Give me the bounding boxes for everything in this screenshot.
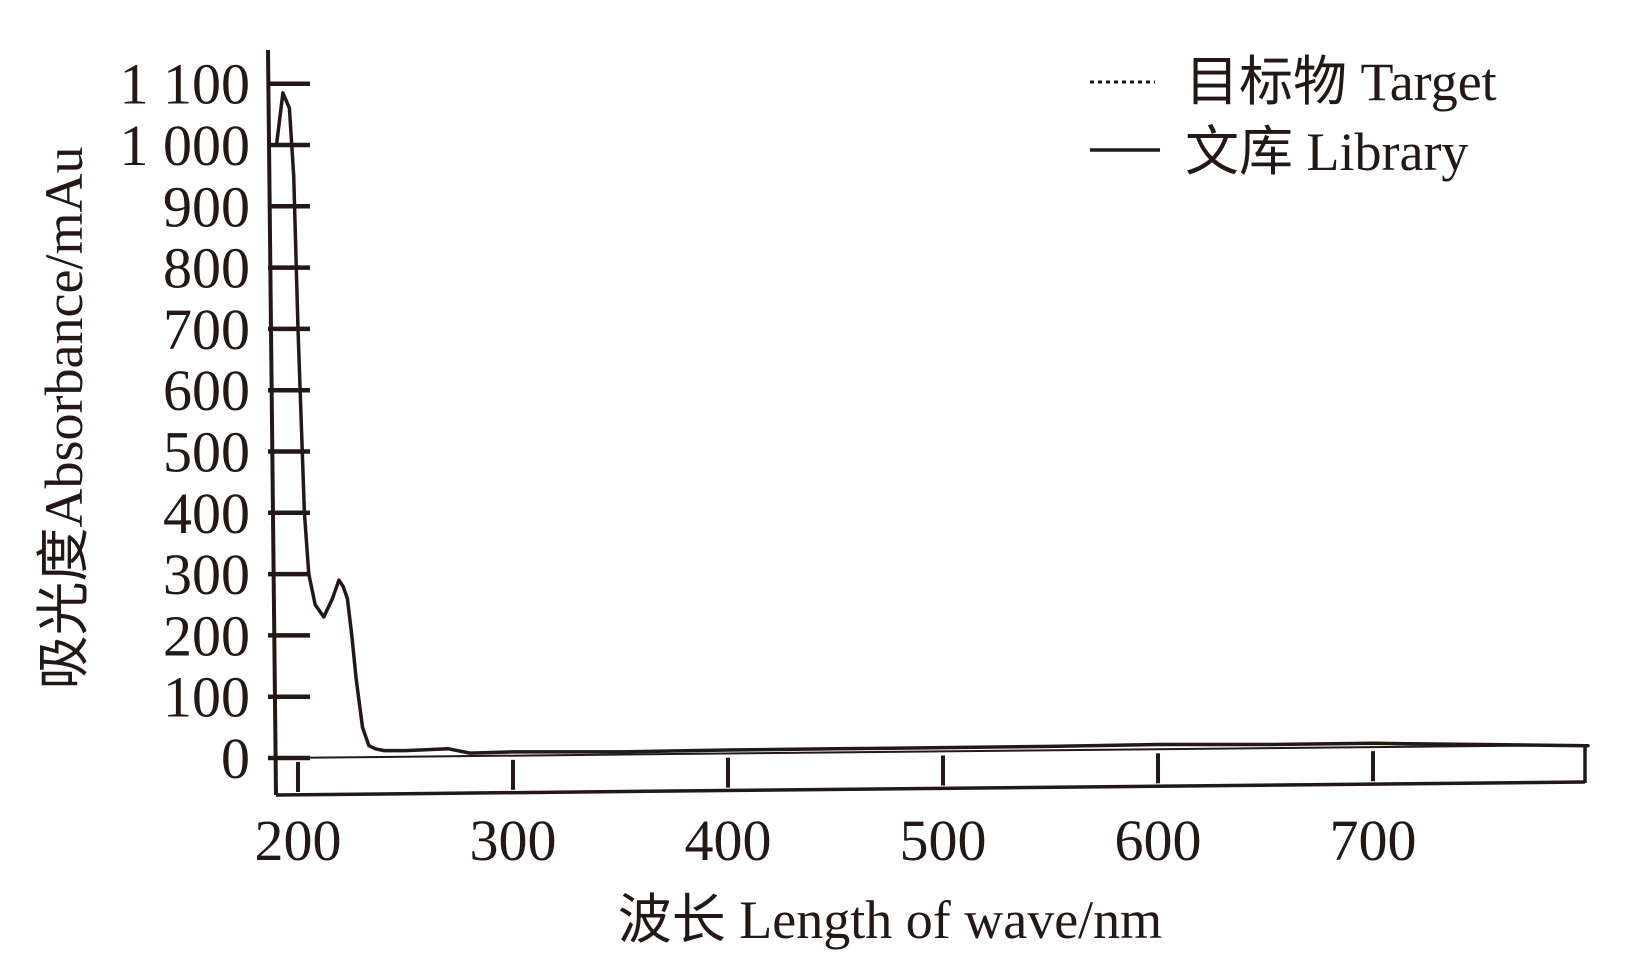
x-axis-ticks: 200 300 400 500 600 700: [255, 751, 1417, 873]
legend-label-library: 文库 Library: [1185, 122, 1468, 182]
x-axis-label: 波长 Length of wave/nm: [618, 890, 1162, 950]
y-tick-label-1100: 1 100: [120, 52, 251, 117]
y-tick-label-500: 500: [163, 420, 250, 485]
y-tick-label-600: 600: [163, 358, 250, 423]
x-tick-label-700: 700: [1330, 808, 1417, 873]
baseline-line: [275, 744, 1586, 759]
x-tick-label-400: 400: [685, 808, 772, 873]
x-tick-label-200: 200: [255, 808, 342, 873]
y-tick-label-400: 400: [163, 481, 250, 546]
legend: 目标物 Target 文库 Library: [1090, 52, 1497, 182]
y-tick-label-800: 800: [163, 236, 250, 301]
plot-frame: [266, 49, 1587, 797]
series-lines: [274, 91, 1590, 755]
y-tick-label-0: 0: [221, 726, 250, 791]
x-axis-line: [275, 780, 1586, 797]
legend-label-target: 目标物 Target: [1185, 52, 1497, 112]
y-tick-label-900: 900: [163, 174, 250, 239]
y-tick-label-1000: 1 000: [120, 113, 251, 178]
y-axis-line: [266, 49, 278, 796]
series-line-target: [275, 91, 1590, 755]
y-tick-label-700: 700: [163, 297, 250, 362]
series-line-library: [274, 91, 1590, 755]
x-tick-label-500: 500: [900, 808, 987, 873]
x-tick-label-300: 300: [470, 808, 557, 873]
y-tick-label-100: 100: [163, 665, 250, 730]
x-tick-label-600: 600: [1115, 808, 1202, 873]
y-axis-label: 吸光度Absorbance/mAu: [34, 147, 94, 690]
y-tick-label-200: 200: [163, 603, 250, 668]
y-tick-label-300: 300: [163, 542, 250, 607]
